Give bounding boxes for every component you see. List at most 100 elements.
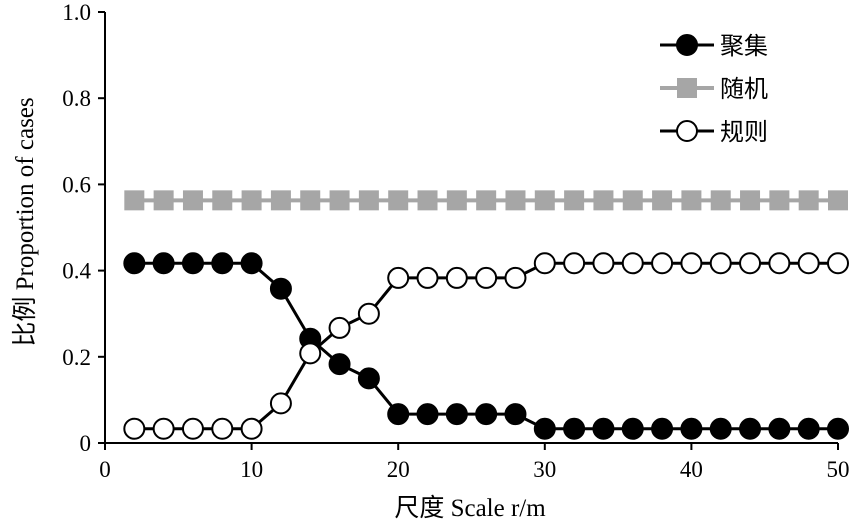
series-3-point: [709, 252, 732, 275]
series-1-point: [680, 417, 703, 440]
y-tick-label: 0.8: [62, 86, 91, 111]
series-3-point: [211, 417, 234, 440]
x-tick-label: 20: [387, 457, 410, 482]
series-3-point: [621, 252, 644, 275]
series-2-point: [329, 190, 350, 211]
series-1-point: [621, 417, 644, 440]
series-2-point: [446, 190, 467, 211]
series-3-point: [563, 252, 586, 275]
series-2-point: [476, 190, 497, 211]
legend-item: 规则: [660, 119, 768, 146]
series-1-point: [269, 277, 292, 300]
series-3-point: [533, 252, 556, 275]
series-3-point: [328, 316, 351, 339]
series-3-point: [651, 252, 674, 275]
y-axis-title: 比例 Proportion of cases: [11, 97, 39, 346]
series-1-point: [211, 252, 234, 275]
series-3-point: [357, 302, 380, 325]
series-2-point: [769, 190, 790, 211]
series-1-point: [592, 417, 615, 440]
series-1-point: [563, 417, 586, 440]
series-2-point: [710, 190, 731, 211]
series-2-point: [270, 190, 291, 211]
series-2-point: [534, 190, 555, 211]
series-1-point: [504, 403, 527, 426]
series-3-point: [592, 252, 615, 275]
series-3-point: [123, 417, 146, 440]
series-3-point: [299, 342, 322, 365]
series-1-point: [387, 403, 410, 426]
series-1-point: [416, 403, 439, 426]
series-3-point: [181, 417, 204, 440]
x-tick-label: 30: [533, 457, 556, 482]
series-2-point: [417, 190, 438, 211]
legend-item: 聚集: [660, 33, 768, 60]
series-3-point: [739, 252, 762, 275]
x-axis-title: 尺度 Scale r/m: [394, 494, 546, 522]
series-2-point: [681, 190, 702, 211]
legend-marker: [677, 78, 697, 98]
series-3-point: [504, 266, 527, 289]
x-tick-label: 0: [99, 457, 111, 482]
x-ticks: 0 10 20 30 40 50: [99, 443, 850, 482]
x-tick-label: 50: [827, 457, 850, 482]
series-3-point: [797, 252, 820, 275]
series-1: [123, 252, 849, 440]
legend-label: 聚集: [720, 33, 768, 60]
y-tick-label: 0.2: [62, 345, 91, 370]
series-2-point: [828, 190, 848, 211]
series-2-point: [182, 190, 203, 211]
series-1-point: [475, 403, 498, 426]
series-3-point: [827, 252, 849, 275]
series-1-point: [827, 417, 849, 440]
series-2-point: [564, 190, 585, 211]
legend-label: 随机: [720, 76, 768, 103]
series-3-point: [475, 266, 498, 289]
series-1-point: [709, 417, 732, 440]
series-2-point: [798, 190, 819, 211]
series-2-point: [300, 190, 321, 211]
series-2-point: [124, 190, 145, 211]
legend-marker: [676, 34, 698, 56]
series-1-point: [181, 252, 204, 275]
series-1-point: [123, 252, 146, 275]
series-1-point: [357, 367, 380, 390]
y-tick-label: 1.0: [62, 0, 91, 25]
plot-marks: [123, 190, 849, 440]
series-1-point: [739, 417, 762, 440]
series-3-point: [768, 252, 791, 275]
series-2-point: [388, 190, 409, 211]
series-2-point: [740, 190, 761, 211]
series-3-point: [680, 252, 703, 275]
y-tick-label: 0.6: [62, 172, 91, 197]
legend-marker: [676, 120, 698, 142]
series-2-point: [593, 190, 614, 211]
series-1-point: [533, 417, 556, 440]
series-1-point: [651, 417, 674, 440]
x-tick-label: 40: [680, 457, 703, 482]
series-2: [124, 190, 848, 211]
series-2-point: [212, 190, 233, 211]
series-1-point: [768, 417, 791, 440]
series-2-point: [241, 190, 262, 211]
series-2-point: [505, 190, 526, 211]
y-tick-label: 0: [80, 431, 92, 456]
legend-label: 规则: [720, 119, 768, 146]
series-3-point: [240, 417, 263, 440]
axes: 0 10 20 30 40 50 0 0.2 0.4 0.6 0.8 1.0: [62, 0, 849, 482]
y-ticks: 0 0.2 0.4 0.6 0.8 1.0: [62, 0, 105, 456]
series-1-point: [152, 252, 175, 275]
series-3-point: [269, 392, 292, 415]
y-tick-label: 0.4: [62, 259, 91, 284]
series-2-point: [652, 190, 673, 211]
series-1-point: [445, 403, 468, 426]
series-1-point: [240, 252, 263, 275]
series-3-point: [445, 266, 468, 289]
series-2-point: [622, 190, 643, 211]
legend-item: 随机: [660, 76, 768, 103]
series-3-point: [152, 417, 175, 440]
series-3: [123, 252, 849, 440]
series-3-point: [416, 266, 439, 289]
series-2-point: [358, 190, 379, 211]
